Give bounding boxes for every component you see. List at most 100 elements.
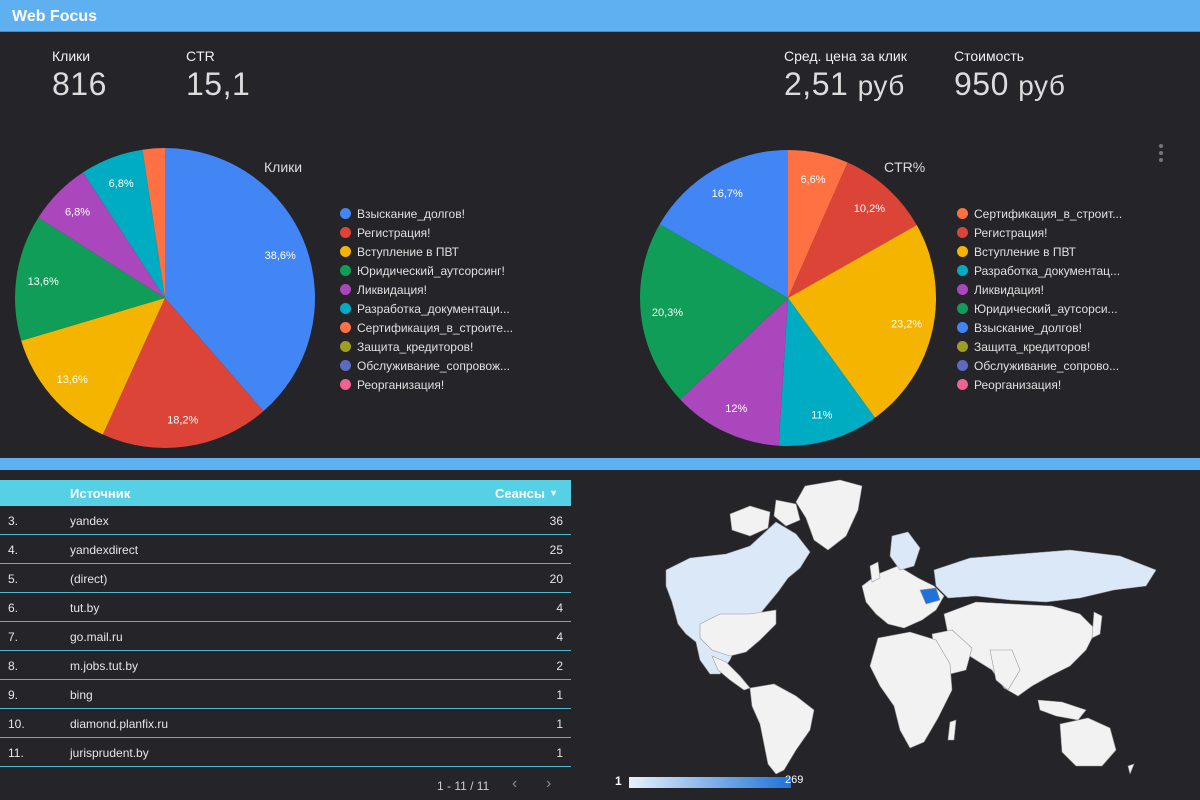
map-region-russia [933, 549, 1157, 603]
kpi-clicks: Клики 816 [52, 48, 107, 103]
table-row[interactable]: 11. jurisprudent.by 1 [0, 738, 571, 767]
legend-dot-icon [340, 246, 351, 257]
legend-item[interactable]: Вступление в ПВТ [340, 242, 513, 261]
pie-slice[interactable] [788, 150, 848, 298]
kpi-cpc-label: Сред. цена за клик [784, 48, 907, 64]
legend-item[interactable]: Реорганизация! [340, 375, 513, 394]
map-region-scandinavia [889, 531, 921, 571]
legend-item[interactable]: Ликвидация! [957, 280, 1122, 299]
kpi-cost: Стоимость 950 руб [954, 48, 1065, 103]
row-source: go.mail.ru [70, 630, 123, 644]
pie-slice[interactable] [778, 298, 875, 446]
pie-slice[interactable] [165, 148, 315, 412]
legend-dot-icon [340, 360, 351, 371]
pie-slice-label: 13,6% [57, 374, 88, 386]
map-region-central-america [711, 655, 751, 691]
legend-dot-icon [957, 265, 968, 276]
kpi-cpc-value-row: 2,51 руб [784, 66, 907, 103]
pie-slice[interactable] [659, 150, 788, 298]
pie-slice-label: 38,6% [265, 250, 296, 262]
pie-slice[interactable] [680, 298, 788, 446]
table-row[interactable]: 7. go.mail.ru 4 [0, 622, 571, 651]
legend-item[interactable]: Ликвидация! [340, 280, 513, 299]
row-index: 7. [8, 630, 19, 644]
legend-item[interactable]: Разработка_документац... [957, 261, 1122, 280]
map-region-usa [699, 609, 777, 657]
pie-slice[interactable] [788, 225, 936, 418]
row-sessions: 20 [549, 572, 563, 586]
legend-item[interactable]: Юридический_аутсорси... [957, 299, 1122, 318]
legend-item[interactable]: Сертификация_в_строит... [957, 204, 1122, 223]
kpi-cost-value-row: 950 руб [954, 66, 1065, 103]
map-region-south-america [749, 683, 815, 774]
legend-item[interactable]: Защита_кредиторов! [957, 337, 1122, 356]
legend-item[interactable]: Вступление в ПВТ [957, 242, 1122, 261]
legend-item[interactable]: Сертификация_в_строите... [340, 318, 513, 337]
table-row[interactable]: 8. m.jobs.tut.by 2 [0, 651, 571, 680]
legend-dot-icon [957, 322, 968, 333]
table-row[interactable]: 4. yandexdirect 25 [0, 535, 571, 564]
chevron-left-icon[interactable]: ‹ [512, 775, 518, 792]
pie-slice-label: 20,3% [652, 307, 683, 319]
table-row[interactable]: 3. yandex 36 [0, 506, 571, 535]
row-source: jurisprudent.by [70, 746, 149, 760]
table-row[interactable]: 6. tut.by 4 [0, 593, 571, 622]
pie-slice-label: 10,2% [854, 203, 885, 215]
section-divider [0, 458, 1200, 470]
row-sessions: 4 [556, 601, 563, 615]
table-row[interactable]: 5. (direct) 20 [0, 564, 571, 593]
legend-item[interactable]: Юридический_аутсорсинг! [340, 261, 513, 280]
kpi-cpc-value: 2,51 [784, 66, 849, 102]
pie-slice[interactable] [142, 148, 165, 298]
legend-dot-icon [957, 379, 968, 390]
ctr-chart-title: CTR% [884, 159, 926, 175]
sort-desc-icon[interactable]: ▼ [549, 488, 558, 498]
legend-item[interactable]: Регистрация! [957, 223, 1122, 242]
more-options-icon[interactable] [1158, 144, 1164, 162]
legend-dot-icon [340, 322, 351, 333]
table-row[interactable]: 10. diamond.planfix.ru 1 [0, 709, 571, 738]
pie-slice[interactable] [15, 217, 166, 341]
legend-label: Взыскание_долгов! [974, 320, 1082, 335]
legend-item[interactable]: Обслуживание_сопрово... [957, 356, 1122, 375]
kpi-cpc: Сред. цена за клик 2,51 руб [784, 48, 907, 103]
pie-slice[interactable] [640, 224, 788, 400]
legend-item[interactable]: Регистрация! [340, 223, 513, 242]
pie-slice[interactable] [83, 149, 165, 298]
clicks-pie-chart: 38,6% 18,2% 13,6% 13,6% 6,8% 6,8% [15, 148, 315, 448]
legend-item[interactable]: Разработка_документаци... [340, 299, 513, 318]
legend-dot-icon [340, 284, 351, 295]
pie-slice-label: 6,8% [109, 178, 134, 190]
row-index: 5. [8, 572, 19, 586]
legend-label: Обслуживание_сопровож... [357, 358, 510, 373]
map-region-belarus [919, 587, 941, 605]
row-sessions: 1 [556, 746, 563, 760]
pie-slice[interactable] [102, 298, 264, 448]
legend-item[interactable]: Взыскание_долгов! [957, 318, 1122, 337]
kpi-cpc-unit: руб [857, 70, 905, 101]
pie-slice[interactable] [38, 172, 165, 298]
column-header-sessions[interactable]: Сеансы [494, 486, 545, 501]
pie-slice-label: 13,6% [28, 276, 59, 288]
row-index: 11. [8, 746, 24, 760]
legend-dot-icon [957, 208, 968, 219]
legend-item[interactable]: Защита_кредиторов! [340, 337, 513, 356]
row-source: bing [70, 688, 93, 702]
pie-slice[interactable] [788, 162, 917, 298]
scale-gradient-bar [629, 777, 791, 788]
legend-item[interactable]: Обслуживание_сопровож... [340, 356, 513, 375]
legend-item[interactable]: Реорганизация! [957, 375, 1122, 394]
pie-slice[interactable] [21, 298, 166, 435]
legend-dot-icon [957, 246, 968, 257]
pie-slice-label: 11% [811, 410, 832, 422]
legend-item[interactable]: Взыскание_долгов! [340, 204, 513, 223]
chevron-right-icon[interactable]: › [546, 775, 552, 792]
row-source: (direct) [70, 572, 108, 586]
map-region-baffin [773, 499, 801, 527]
row-index: 4. [8, 543, 19, 557]
column-header-source[interactable]: Источник [70, 486, 131, 501]
legend-dot-icon [340, 341, 351, 352]
table-row[interactable]: 9. bing 1 [0, 680, 571, 709]
map-region-arctic-islands [729, 505, 771, 537]
pie-slice-label: 6,6% [800, 174, 825, 186]
